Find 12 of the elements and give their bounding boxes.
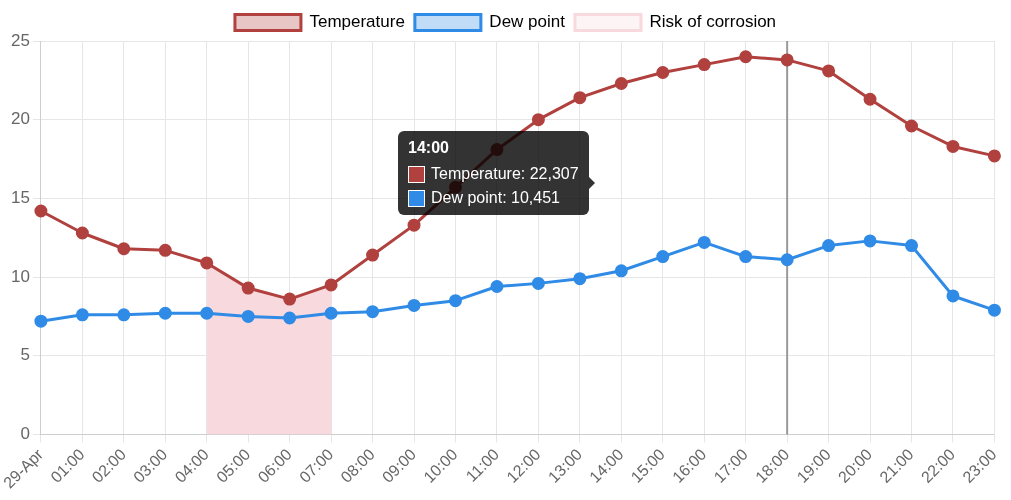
y-tick-label: 10 (10, 266, 30, 286)
y-tick-label: 0 (20, 424, 30, 444)
legend-label: Dew point (489, 12, 566, 32)
y-tick-label: 20 (10, 109, 30, 129)
legend-label: Risk of corrosion (649, 12, 777, 32)
y-tick-label: 25 (10, 30, 30, 50)
y-tick-label: 15 (10, 188, 30, 208)
legend-label: Temperature (309, 12, 405, 32)
y-tick-label: 5 (20, 345, 30, 365)
annotation: 14:00 (408, 139, 449, 156)
annotation: Temperature: 22,307 (431, 165, 579, 183)
annotation: Dew point: 10,451 (431, 189, 560, 207)
